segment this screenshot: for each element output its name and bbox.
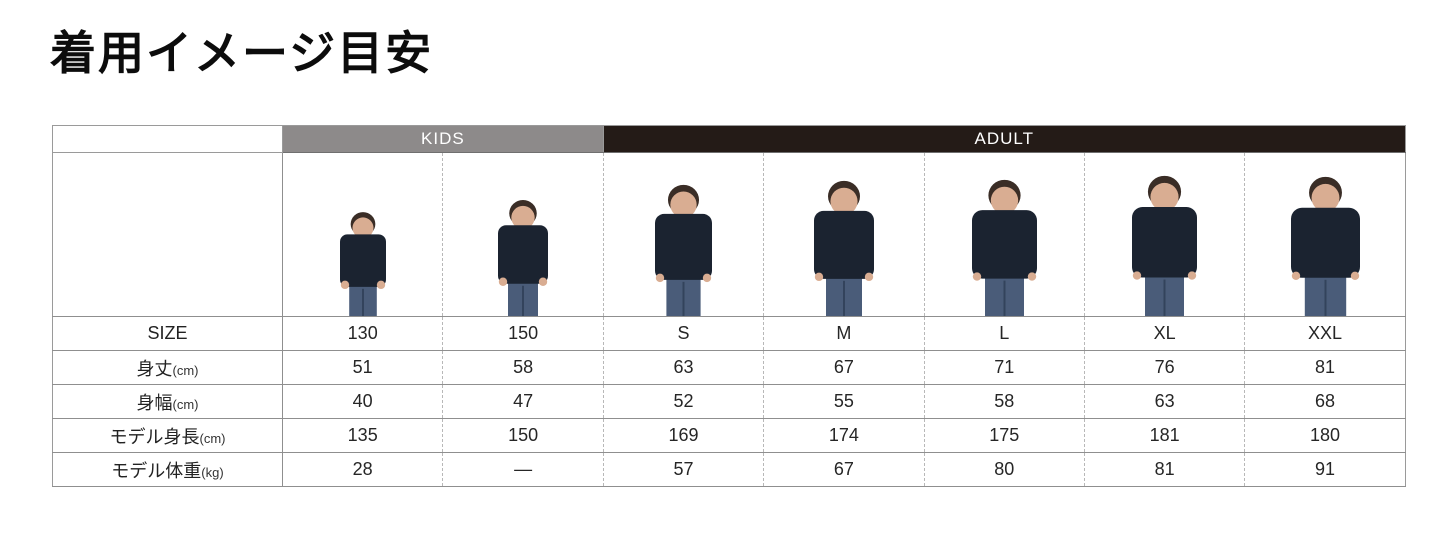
person-figure [971,179,1037,316]
row-label-text: 身丈 [136,358,173,379]
value-cell: 58 [924,384,1085,419]
value-cell: 180 [1244,418,1406,453]
value-cell: 58 [442,350,604,385]
person-figure [339,212,386,316]
value-cell: 28 [282,452,444,487]
row-label-unit: (cm) [172,362,199,378]
model-photo-XXL [1244,152,1406,317]
table-row: モデル体重(kg) 28—57 67 80 81 91 [52,452,1406,487]
value-cell: 63 [603,350,765,385]
model-photo-150 [442,152,604,317]
table-row: 身丈(cm) 51 58 63 67 71 76 81 [52,350,1406,385]
value-cell: 181 [1084,418,1246,453]
model-photo-row [52,152,1406,317]
value-cell: 55 [763,384,925,419]
value-cell: 150 [442,418,604,453]
corner-cell [52,125,283,153]
kids-group-header: KIDS [282,125,604,153]
person-figure [1290,176,1360,316]
row-label-text: SIZE [147,323,188,343]
model-photo-S [603,152,765,317]
value-cell: L [924,316,1085,351]
table-row: モデル身長(cm) 135 150 169 174 175 181 180 [52,418,1406,453]
model-photo-L [924,152,1085,317]
value-cell: 169 [603,418,765,453]
value-cell: 130 [282,316,444,351]
value-cell: 150 [442,316,604,351]
value-cell: XL [1084,316,1246,351]
value-cell: 63 [1084,384,1246,419]
value-cell: 47 [442,384,604,419]
value-cell: 91 [1244,452,1406,487]
row-label-unit: (kg) [201,464,224,480]
size-chart-table: KIDS ADULT SIZE 130 150 S M L XL XXL 身丈(cm) 51 58 6… [52,125,1406,487]
row-label: モデル体重(kg) [52,452,283,487]
value-cell: 81 [1244,350,1406,385]
value-cell: 67 [763,350,925,385]
value-cell: 40 [282,384,444,419]
table-row: SIZE 130 150 S M L XL XXL [52,316,1406,351]
value-cell: XXL [1244,316,1406,351]
row-label: モデル身長(cm) [52,418,283,453]
row-label: 身幅(cm) [52,384,283,419]
group-header-row: KIDS ADULT [52,125,1406,153]
value-cell: — [442,452,604,487]
table-row: 身幅(cm) 40 47 52 55 58 63 68 [52,384,1406,419]
person-figure [813,180,874,316]
model-photo-M [763,152,925,317]
person-figure [1132,175,1198,316]
value-cell: 52 [603,384,765,419]
value-cell: M [763,316,925,351]
photo-row-label-cell [52,152,283,317]
person-figure [654,184,712,316]
value-cell: S [603,316,765,351]
row-label: 身丈(cm) [52,350,283,385]
value-cell: 57 [603,452,765,487]
value-cell: 81 [1084,452,1246,487]
row-label-text: モデル身長 [109,426,200,447]
person-figure [498,200,549,316]
model-photo-130 [282,152,444,317]
row-label-unit: (cm) [172,396,199,412]
value-cell: 67 [763,452,925,487]
model-photo-XL [1084,152,1246,317]
value-cell: 71 [924,350,1085,385]
value-cell: 135 [282,418,444,453]
row-label-unit: (cm) [199,430,226,446]
row-label: SIZE [52,316,283,351]
value-cell: 51 [282,350,444,385]
row-label-text: モデル体重 [111,460,202,481]
value-cell: 68 [1244,384,1406,419]
page-title: 着用イメージ目安 [50,27,434,79]
value-cell: 175 [924,418,1085,453]
row-label-text: 身幅 [136,392,173,413]
value-cell: 174 [763,418,925,453]
value-cell: 76 [1084,350,1246,385]
value-cell: 80 [924,452,1085,487]
adult-group-header: ADULT [603,125,1406,153]
